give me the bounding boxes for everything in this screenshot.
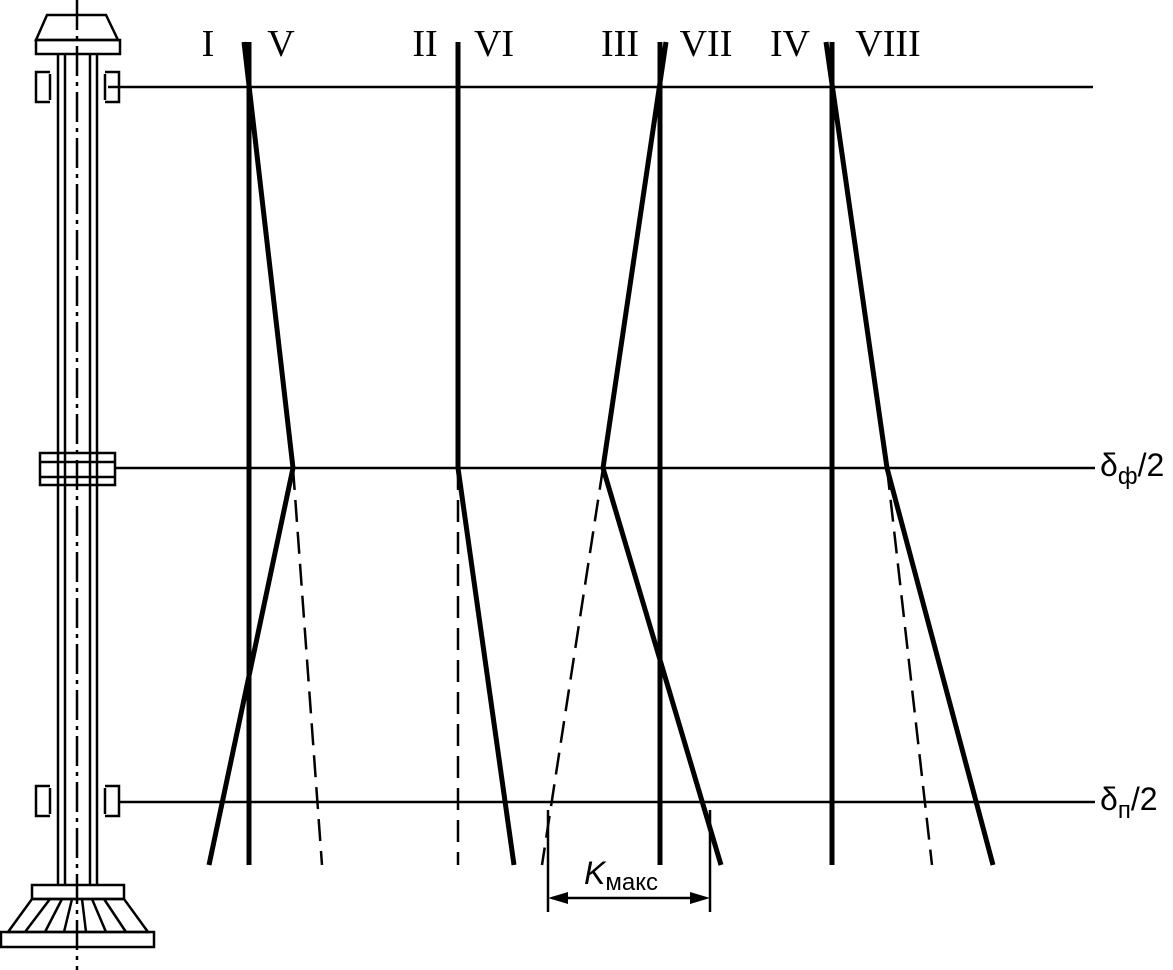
symbol: K (584, 855, 607, 891)
label: VIII (855, 23, 920, 65)
dimension-label: Kмакс (584, 855, 658, 896)
label: I (202, 23, 215, 65)
level-label: δп/2 (1100, 781, 1158, 824)
label: IV (770, 23, 811, 65)
level-label: δф/2 (1100, 447, 1164, 490)
subscript: п (1118, 797, 1131, 824)
deflection-lines (206, 41, 996, 866)
suffix: /2 (1131, 781, 1158, 817)
roman-labels: I V II VI III VII IV VIII (202, 23, 921, 65)
dimension: Kмакс (546, 810, 712, 912)
suffix: /2 (1138, 447, 1165, 483)
label: VII (680, 23, 733, 65)
shaft (0, 0, 156, 970)
subscript: макс (605, 869, 658, 896)
label: V (267, 23, 295, 65)
label: VI (474, 23, 514, 65)
symbol: δ (1100, 781, 1118, 817)
subscript: ф (1118, 463, 1138, 490)
label: II (412, 23, 437, 65)
label: III (601, 23, 639, 65)
symbol: δ (1100, 447, 1118, 483)
